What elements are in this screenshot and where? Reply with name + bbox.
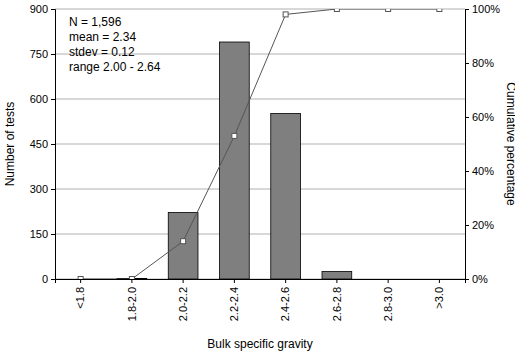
- grid-line: [55, 234, 465, 235]
- tick-mark: [388, 279, 389, 283]
- tick: 150: [30, 228, 55, 240]
- tick: <1.8: [74, 279, 86, 309]
- tick-label: >3.0: [433, 287, 445, 309]
- tick-mark: [80, 279, 81, 283]
- tick-label: 0%: [472, 273, 488, 285]
- tick: 2.6-2.8: [331, 279, 343, 321]
- tick: 40%: [465, 165, 494, 177]
- tick: >3.0: [433, 279, 445, 309]
- tick-mark: [51, 189, 55, 190]
- chart: <1.8 1.8-2.0 2.0-2.2 2.2-2.4 2.4-2.6 2.6-2.8 2…: [0, 0, 515, 354]
- annotations: N = 1,596mean = 2.34stdev = 0.12range 2.…: [69, 15, 161, 74]
- tick-mark: [465, 9, 469, 10]
- tick-label: 750: [30, 48, 48, 60]
- tick-mark: [465, 171, 469, 172]
- tick: 300: [30, 183, 55, 195]
- tick-mark: [439, 279, 440, 283]
- annotation: mean = 2.34: [69, 30, 136, 44]
- grid-line: [55, 189, 465, 190]
- marker: [232, 133, 237, 138]
- tick: 900: [30, 3, 55, 15]
- marker: [181, 239, 186, 244]
- tick-mark: [51, 279, 55, 280]
- tick-mark: [465, 279, 469, 280]
- bar: [373, 279, 403, 280]
- bar: [425, 279, 455, 280]
- tick-label: 2.0-2.2: [177, 287, 189, 321]
- tick: 2.0-2.2: [177, 279, 189, 321]
- tick-label: 100%: [472, 3, 500, 15]
- tick-mark: [234, 279, 235, 283]
- tick-label: 60%: [472, 111, 494, 123]
- tick-mark: [51, 54, 55, 55]
- grid-line: [55, 144, 465, 145]
- bar: [220, 42, 250, 279]
- tick-label: 2.8-3.0: [382, 287, 394, 321]
- axis-line: [466, 10, 470, 280]
- tick-mark: [465, 225, 469, 226]
- annotation: N = 1,596: [69, 15, 122, 29]
- bar: [168, 212, 198, 279]
- tick-label: 80%: [472, 57, 494, 69]
- tick-label: 1.8-2.0: [126, 287, 138, 321]
- y2-axis-title: Cumulative percentage: [504, 82, 515, 206]
- annotation: stdev = 0.12: [69, 45, 135, 59]
- bar: [322, 272, 352, 280]
- axis-line: [56, 280, 466, 284]
- axis-line: [51, 10, 56, 280]
- marker: [78, 277, 83, 280]
- tick-mark: [465, 63, 469, 64]
- tick-label: 40%: [472, 165, 494, 177]
- tick: 2.2-2.4: [228, 279, 240, 321]
- tick-label: 20%: [472, 219, 494, 231]
- tick-mark: [51, 144, 55, 145]
- x-axis: <1.8 1.8-2.0 2.0-2.2 2.2-2.4 2.4-2.6 2.6-2.8 2…: [56, 279, 466, 321]
- x-axis-title: Bulk specific gravity: [207, 337, 312, 351]
- tick-mark: [465, 117, 469, 118]
- tick: 1.8-2.0: [126, 279, 138, 321]
- marker: [129, 277, 134, 280]
- marker: [334, 9, 339, 12]
- tick-label: 2.4-2.6: [279, 287, 291, 321]
- tick-label: 150: [30, 228, 48, 240]
- tick-label: 2.2-2.4: [228, 287, 240, 321]
- y-axis-title: Number of tests: [3, 102, 17, 187]
- tick: 0%: [465, 273, 488, 285]
- tick-mark: [336, 279, 337, 283]
- tick-mark: [51, 99, 55, 100]
- marker: [283, 12, 288, 17]
- tick-label: 900: [30, 3, 48, 15]
- tick: 600: [30, 93, 55, 105]
- plot: <1.8 1.8-2.0 2.0-2.2 2.2-2.4 2.4-2.6 2.6-2.8 2…: [30, 3, 501, 321]
- tick: 450: [30, 138, 55, 150]
- tick-mark: [183, 279, 184, 283]
- grid-line: [55, 99, 465, 100]
- tick-mark: [51, 9, 55, 10]
- bars: [117, 42, 352, 279]
- bar: [271, 113, 301, 279]
- tick-label: <1.8: [74, 287, 86, 309]
- y2-axis: 0% 20% 40% 60% 80% 100%: [465, 3, 500, 285]
- tick: 2.4-2.6: [279, 279, 291, 321]
- tick: 750: [30, 48, 55, 60]
- tick: 80%: [465, 57, 494, 69]
- marker: [437, 9, 442, 12]
- tick: 60%: [465, 111, 494, 123]
- tick: 20%: [465, 219, 494, 231]
- tick: 2.8-3.0: [382, 279, 394, 321]
- tick-label: 450: [30, 138, 48, 150]
- tick-mark: [51, 234, 55, 235]
- y-axis: 0 150 300 450 600 750 900: [30, 3, 56, 285]
- tick: 100%: [465, 3, 500, 15]
- grid: [55, 9, 465, 279]
- tick-label: 2.6-2.8: [331, 287, 343, 321]
- tick-label: 600: [30, 93, 48, 105]
- annotation: range 2.00 - 2.64: [69, 60, 161, 74]
- tick-mark: [131, 279, 132, 283]
- tick-label: 0: [42, 273, 48, 285]
- tick-label: 300: [30, 183, 48, 195]
- tick-mark: [285, 279, 286, 283]
- tick: 0: [42, 273, 55, 285]
- marker: [386, 9, 391, 12]
